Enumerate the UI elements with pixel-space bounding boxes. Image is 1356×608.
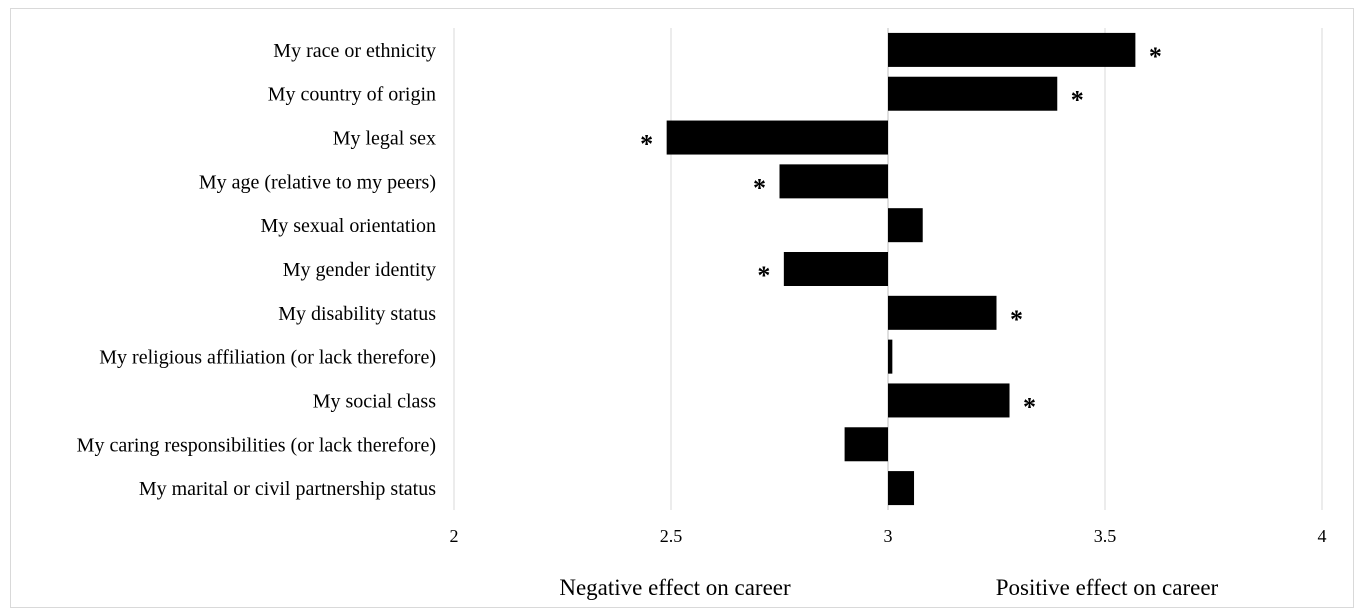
- significance-marker: *: [1023, 392, 1036, 421]
- bar-my-religious-affiliation-or-lack-therefore: [888, 339, 893, 374]
- significance-marker: *: [1149, 42, 1162, 71]
- category-label: My gender identity: [283, 259, 436, 281]
- category-label: My marital or civil partnership status: [139, 478, 436, 500]
- significance-markers: * * * * * * *: [640, 42, 1162, 422]
- x-tick-label: 2: [450, 526, 459, 546]
- bar-my-country-of-origin: [888, 76, 1058, 111]
- bar-my-gender-identity: [783, 252, 888, 286]
- bar-my-sexual-orientation: [888, 208, 923, 243]
- category-label: My age (relative to my peers): [199, 171, 436, 193]
- x-tick-labels: 2 2.5 3 3.5 4: [450, 526, 1327, 546]
- bar-my-marital-or-civil-partnership-status: [888, 471, 915, 506]
- positive-effect-annotation: Positive effect on career: [996, 575, 1219, 600]
- significance-marker: *: [753, 173, 766, 202]
- x-tick-label: 2.5: [660, 526, 683, 546]
- bar-my-caring-responsibilities-or-lack-therefore: [844, 427, 888, 462]
- significance-marker: *: [1010, 305, 1023, 334]
- bar-my-social-class: [888, 383, 1010, 418]
- significance-marker: *: [640, 130, 653, 159]
- category-label: My country of origin: [268, 84, 436, 106]
- category-label: My legal sex: [333, 128, 436, 150]
- significance-marker: *: [757, 261, 770, 290]
- category-labels: My race or ethnicity My country of origin…: [77, 40, 437, 500]
- bar-my-race-or-ethnicity: [888, 32, 1136, 67]
- category-label: My disability status: [278, 303, 436, 325]
- significance-marker: *: [1071, 86, 1084, 115]
- negative-effect-annotation: Negative effect on career: [559, 575, 791, 600]
- category-label: My social class: [313, 390, 437, 412]
- bar-my-legal-sex: [666, 120, 888, 155]
- category-label: My sexual orientation: [260, 215, 436, 237]
- bar-my-age-relative-to-my-peers: [779, 164, 888, 199]
- x-tick-label: 3: [884, 526, 893, 546]
- bars: [666, 32, 1136, 506]
- category-label: My caring responsibilities (or lack ther…: [77, 434, 436, 456]
- category-label: My religious affiliation (or lack theref…: [99, 347, 436, 369]
- x-tick-label: 3.5: [1094, 526, 1117, 546]
- bar-my-disability-status: [888, 295, 997, 330]
- x-tick-label: 4: [1318, 526, 1327, 546]
- category-label: My race or ethnicity: [273, 40, 436, 62]
